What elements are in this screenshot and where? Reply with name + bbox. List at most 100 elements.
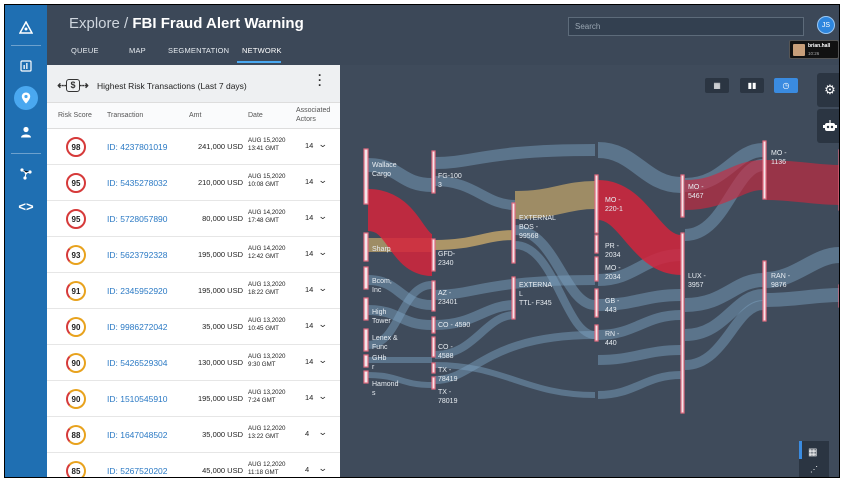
logo-icon[interactable] [5,11,47,45]
date: AUG 15,2020 13:41 GMT [248,137,286,152]
sankey-node-label[interactable]: Bcom, Inc [372,278,392,294]
sankey-diagram[interactable]: Wallace Cargo Sharp Bcom, Inc High Tower Lenex … [340,65,840,478]
sankey-node-label[interactable]: FG-100 3 [438,173,462,189]
table-row[interactable]: 90 ID: 1510545910 195,000 USD AUG 13,2020 7:… [47,381,340,417]
chevron-down-icon[interactable]: ⌄ [317,247,328,257]
sankey-node-label[interactable]: RN -440 [605,331,620,347]
transaction-id-link[interactable]: ID: 1647048502 [107,430,168,440]
chevron-down-icon[interactable]: ⌄ [317,283,328,293]
transaction-id-link[interactable]: ID: 5728057890 [107,214,168,224]
network-canvas[interactable]: Wallace Cargo Sharp Bcom, Inc High Tower Lenex … [340,65,840,478]
user-time: 10:26 [808,51,820,56]
breadcrumb[interactable]: Explore / [69,15,133,32]
sankey-node-label[interactable]: Sharp [372,246,391,253]
sankey-node-label[interactable]: TX -78019 [438,389,458,405]
table-row[interactable]: 95 ID: 5435278032 210,000 USD AUG 15,2020 10… [47,165,340,201]
transaction-id-link[interactable]: ID: 2345952920 [107,286,168,296]
user-icon[interactable] [5,115,47,149]
col-associated-actors[interactable]: Associated Actors [296,107,331,123]
col-transaction[interactable]: Transaction [107,112,144,119]
user-badge[interactable]: brian.hall 10:26 [789,40,839,59]
table-row[interactable]: 93 ID: 5623792328 195,000 USD AUG 14,2020 12… [47,237,340,273]
risk-score-badge: 88 [66,425,86,445]
risk-score-badge: 95 [66,209,86,229]
col-amt[interactable]: Amt [189,112,202,119]
transaction-id-link[interactable]: ID: 9986272042 [107,322,168,332]
sankey-node-label[interactable]: Hamond s [372,381,399,397]
chevron-down-icon[interactable]: ⌄ [317,463,328,473]
date: AUG 15,2020 10:08 GMT [248,173,286,188]
transaction-id-link[interactable]: ID: 5426529304 [107,358,168,368]
sankey-node-label[interactable]: GB -443 [605,298,620,314]
tab-queue[interactable]: QUEUE [71,46,99,55]
location-pin-icon[interactable] [5,81,47,115]
sankey-node-label[interactable]: CO -4588 [438,344,454,360]
sankey-node-label[interactable]: MO -2034 [605,265,621,281]
table-row[interactable]: 85 ID: 5267520202 45,000 USD AUG 12,2020 11:… [47,453,340,477]
sankey-node-label[interactable]: EXTERNA L TTL- F345 [519,282,552,307]
chevron-down-icon[interactable]: ⌄ [317,427,328,437]
table-row[interactable]: 90 ID: 9986272042 35,000 USD AUG 13,2020 10:… [47,309,340,345]
sankey-node-label[interactable]: TX -78419 [438,367,458,383]
table-row[interactable]: 95 ID: 5728057890 80,000 USD AUG 14,2020 17:… [47,201,340,237]
transaction-id-link[interactable]: ID: 1510545910 [107,394,168,404]
tab-network[interactable]: NETWORK [242,46,282,55]
col-date[interactable]: Date [248,112,263,119]
search-input[interactable]: Search [568,17,804,36]
chevron-down-icon[interactable]: ⌄ [317,391,328,401]
sankey-node-label[interactable]: GFD-2340 [438,251,456,267]
column-view-icon[interactable]: ▮▮ [740,78,764,93]
table-row[interactable]: 88 ID: 1647048502 35,000 USD AUG 12,2020 13:… [47,417,340,453]
amount: 210,000 USD [197,178,243,187]
date: AUG 13,2020 7:24 GMT [248,389,286,404]
sankey-node-label[interactable]: RAN -9876 [771,273,791,289]
transaction-id-link[interactable]: ID: 4237801019 [107,142,168,152]
grid-view-icon[interactable]: ▦ [705,78,729,93]
table-row[interactable]: 90 ID: 5426529304 130,000 USD AUG 13,2020 9:… [47,345,340,381]
table-row[interactable]: 98 ID: 4237801019 241,000 USD AUG 15,2020 13… [47,129,340,165]
chevron-down-icon[interactable]: ⌄ [317,355,328,365]
chevron-down-icon[interactable]: ⌄ [317,139,328,149]
sankey-node-label[interactable]: EXTERNAL BOS -99568 [519,215,556,240]
more-options-icon[interactable]: · · · [318,68,322,92]
risk-score-badge: 90 [66,317,86,337]
sankey-node-label[interactable]: PR -2034 [605,243,621,259]
sankey-node-label[interactable]: Wallace Cargo [372,162,397,178]
chevron-down-icon[interactable]: ⌄ [317,319,328,329]
date: AUG 12,2020 11:18 GMT [248,461,286,476]
sankey-node-label[interactable]: AZ -23401 [438,290,458,306]
amount: 45,000 USD [202,466,243,475]
tab-segmentation[interactable]: SEGMENTATION [168,46,230,55]
clock-icon[interactable]: ◷ [774,78,798,93]
dashboard-icon[interactable] [5,49,47,83]
amount: 80,000 USD [202,214,243,223]
sankey-node-label[interactable]: MO -220-1 [605,197,623,213]
transaction-id-link[interactable]: ID: 5267520202 [107,466,168,476]
robot-icon[interactable] [817,109,839,143]
avatar[interactable]: JS [817,16,835,34]
table-header: Risk Score Transaction Amt Date Associat… [47,103,340,129]
associated-actors-count: 14 [305,213,314,222]
sankey-node-label[interactable]: MO -1136 [771,150,787,166]
sankey-node-label[interactable]: Lenex & Func [372,335,398,351]
sankey-node-label[interactable]: GHb r [372,355,387,371]
transaction-id-link[interactable]: ID: 5623792328 [107,250,168,260]
gear-icon[interactable]: ⚙ [817,73,839,107]
associated-actors-count: 14 [305,141,314,150]
sankey-node-label[interactable]: CO - 4590 [438,322,470,329]
code-icon[interactable]: <> [18,198,34,214]
transaction-id-link[interactable]: ID: 5435278032 [107,178,168,188]
network-icon[interactable] [5,157,47,191]
table-row[interactable]: 91 ID: 2345952920 195,000 USD AUG 13,2020 18… [47,273,340,309]
sankey-node-label[interactable]: MO -5467 [688,184,704,200]
tab-map[interactable]: MAP [129,46,146,55]
chevron-down-icon[interactable]: ⌄ [317,175,328,185]
sankey-node-label[interactable]: High Tower [372,309,391,325]
sankey-node-label[interactable]: LUX -3957 [688,273,707,289]
chevron-down-icon[interactable]: ⌄ [317,211,328,221]
panel-title: Highest Risk Transactions (Last 7 days) [97,81,247,91]
layout-toggle-button[interactable]: ▦ ⋰ [799,441,829,477]
col-risk-score[interactable]: Risk Score [58,112,92,119]
header: Explore / FBI Fraud Alert Warning QUEUE … [47,5,839,65]
sankey-node [363,148,369,205]
